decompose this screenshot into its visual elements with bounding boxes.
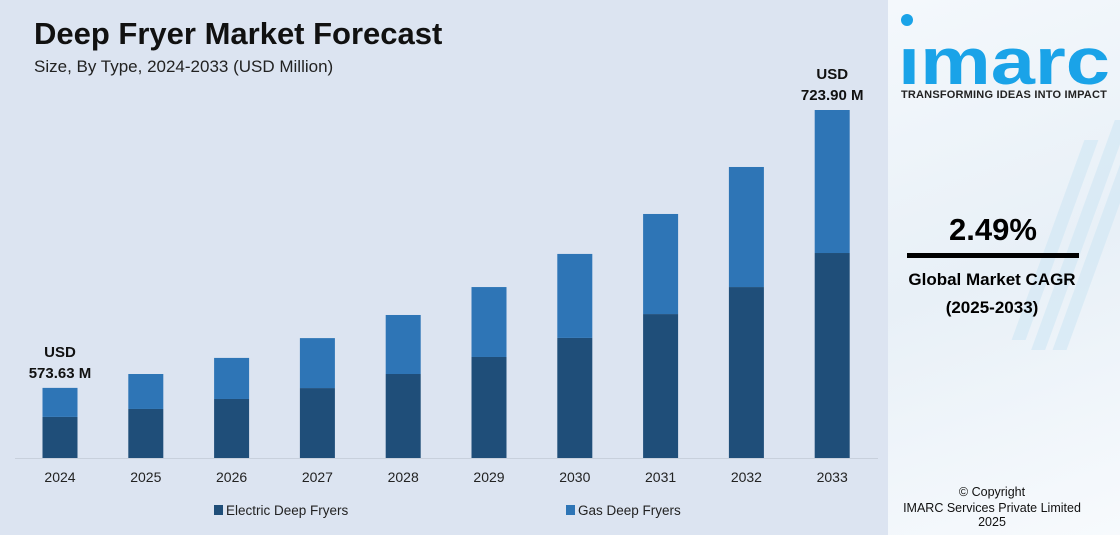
chart-panel: Deep Fryer Market Forecast Size, By Type… (0, 0, 888, 535)
x-tick-label: 2027 (302, 469, 333, 485)
bar-2029-electric-deep-fryers (471, 356, 507, 458)
cagr-divider (907, 253, 1079, 258)
x-tick-label: 2031 (645, 469, 676, 485)
tagline: TRANSFORMING IDEAS INTO IMPACT (900, 89, 1108, 101)
cagr-period: (2025-2033) (945, 298, 1039, 317)
imarc-logo: ımarc (898, 12, 1110, 92)
legend-label: Gas Deep Fryers (578, 503, 681, 518)
bar-2027-gas-deep-fryers (299, 338, 335, 389)
x-tick-label: 2024 (44, 469, 75, 485)
bar-2031-electric-deep-fryers (643, 314, 679, 458)
x-tick-label: 2030 (559, 469, 590, 485)
bar-2024-gas-deep-fryers (42, 387, 78, 417)
side-panel: ımarc TRANSFORMING IDEAS INTO IMPACT 2.4… (888, 0, 1120, 535)
bar-2030-gas-deep-fryers (557, 253, 593, 338)
legend-swatch (214, 505, 223, 515)
legend-label: Electric Deep Fryers (226, 503, 349, 518)
x-tick-label: 2029 (473, 469, 504, 485)
bar-2026-electric-deep-fryers (214, 398, 250, 458)
bar-2031-gas-deep-fryers (643, 213, 679, 315)
x-tick-label: 2033 (817, 469, 848, 485)
value-annotation-currency: USD (44, 344, 76, 361)
bar-2025-gas-deep-fryers (128, 374, 164, 409)
bar-2026-gas-deep-fryers (214, 357, 250, 399)
bar-2033-electric-deep-fryers (814, 253, 850, 458)
bar-chart: 2024 2025 2026 2027 2028 2029 2030 2031 2032 2033… (15, 66, 878, 518)
cagr-label: Global Market CAGR (908, 270, 1076, 289)
bar-2032-electric-deep-fryers (728, 287, 764, 458)
bar-2033-gas-deep-fryers (814, 110, 850, 254)
bar-2030-electric-deep-fryers (557, 337, 593, 458)
company-name: IMARC Services Private Limited 2025 (903, 501, 1081, 529)
chart-title: Deep Fryer Market Forecast (34, 16, 443, 51)
copyright: © Copyright (958, 485, 1026, 499)
legend-swatch (566, 505, 575, 515)
x-tick-label: 2032 (731, 469, 762, 485)
svg-text:ımarc: ımarc (898, 24, 1110, 92)
x-tick-label: 2026 (216, 469, 247, 485)
x-tick-label: 2028 (388, 469, 419, 485)
value-annotation-amount: 573.63 M (29, 365, 92, 382)
bar-2028-electric-deep-fryers (385, 374, 421, 458)
bar-2025-electric-deep-fryers (128, 408, 164, 458)
chart-subtitle: Size, By Type, 2024-2033 (USD Million) (34, 57, 334, 76)
bar-2024-electric-deep-fryers (42, 416, 78, 458)
bar-2028-gas-deep-fryers (385, 314, 421, 375)
cagr-value: 2.49% (949, 212, 1037, 247)
bar-2027-electric-deep-fryers (299, 388, 335, 458)
bar-2032-gas-deep-fryers (728, 166, 764, 288)
x-tick-label: 2025 (130, 469, 161, 485)
value-annotation-amount: 723.90 M (801, 87, 864, 104)
value-annotation-currency: USD (816, 66, 848, 83)
bar-2029-gas-deep-fryers (471, 287, 507, 357)
